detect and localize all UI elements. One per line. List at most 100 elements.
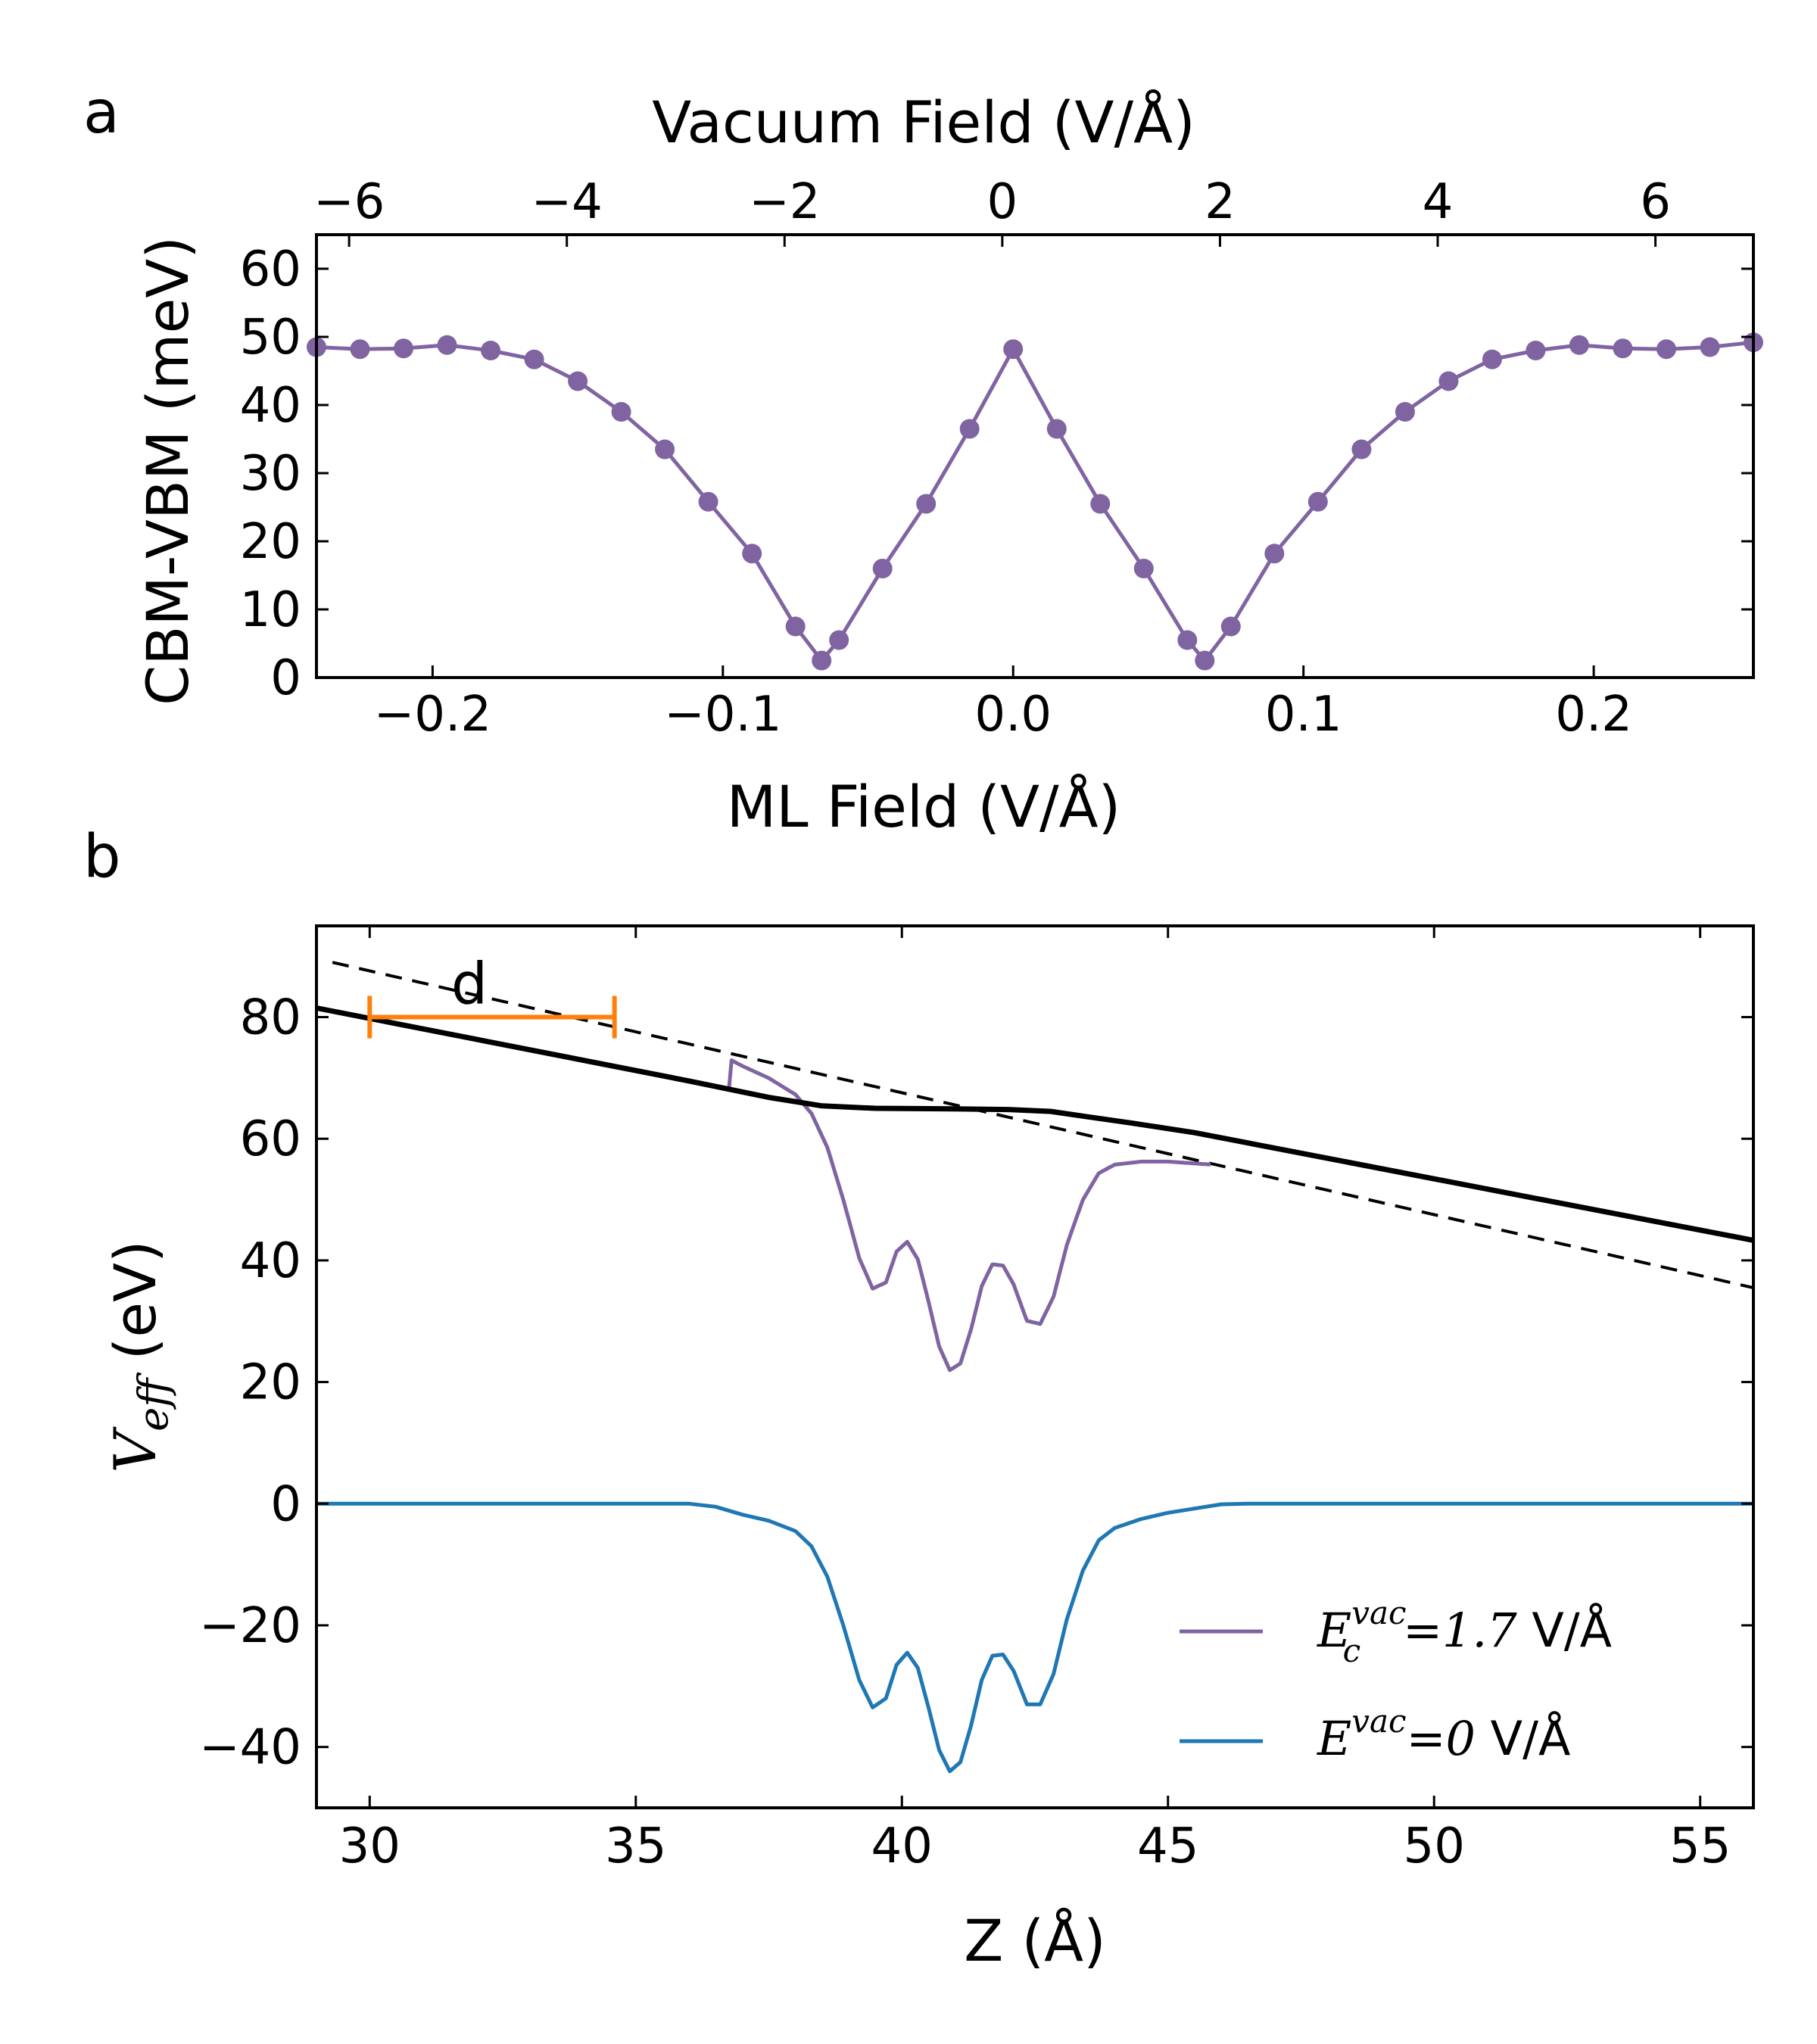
panel-b-x-tick-label: 50 [1404,1818,1465,1874]
panel-a-data-point [1656,339,1676,360]
panel-a-data-point [1700,337,1720,357]
panel-a-data-point [1220,616,1241,637]
panel-a-bottom-tick-label: −0.2 [374,687,491,743]
panel-a-top-tick-label: 0 [987,174,1018,230]
panel-a-y-tick-label: 60 [240,241,301,298]
panel-b-ylabel-symbol: V [101,1426,169,1473]
panel-a-data-point [829,630,849,650]
panel-a-data-point [1177,630,1198,650]
panel-a-data-point [1395,402,1415,422]
panel-a-data-point [1090,494,1111,514]
panel-b-solid-line [316,1005,1754,1243]
panel-a-data-point [1307,491,1328,512]
panel-a-y-tick-label: 50 [240,310,301,366]
panel-b-ticks-group: 30 35 40 45 50 55 −40 −20 0 20 40 60 80 [199,926,1753,1874]
panel-a-data-point [1438,371,1459,391]
panel-b-y-tick-label: 60 [240,1111,301,1167]
panel-a-y-tick-label: 10 [240,582,301,638]
panel-b-ylabel-unit: (eV) [101,1240,169,1378]
legend-purple-main: E [1317,1603,1351,1658]
panel-a-data-point [785,616,806,637]
panel-a-y-tick-label: 0 [270,650,301,706]
panel-a: a Vacuum Field (V/Å) ML Field (V/Å) CBM-… [83,79,1763,840]
panel-a-data-point [1003,339,1024,360]
panel-a-data-point [1569,335,1589,355]
panel-a-top-xlabel: Vacuum Field (V/Å) [652,89,1195,156]
panel-a-series-line [316,340,1754,662]
panel-b-y-tick-label: 40 [240,1233,301,1289]
panel-a-data-point [1351,439,1372,460]
panel-a-bottom-tick-label: 0.0 [974,687,1052,743]
legend-blue-main: E [1317,1711,1351,1766]
panel-a-top-tick-label: 2 [1205,174,1236,230]
panel-a-bottom-xlabel: ML Field (V/Å) [727,773,1121,840]
panel-b-ylabel-subscript: eff [129,1373,177,1432]
panel-a-bottom-tick-label: 0.1 [1265,687,1342,743]
panel-a-top-tick-label: −6 [313,174,385,230]
legend-label-purple: Evac c =1.7 V/Å [1317,1594,1612,1669]
panel-a-data-point [394,338,413,359]
panel-b-series-blue [316,1501,1753,1774]
panel-a-data-point [812,650,832,671]
panel-a-data-point [655,439,675,460]
panel-a-data-point [1133,559,1154,578]
panel-a-y-tick-label: 20 [240,514,301,570]
legend-purple-unit: V/Å [1517,1603,1612,1658]
panel-a-series-group [307,332,1763,671]
panel-a-data-point [481,341,501,360]
panel-b-xlabel: Z (Å) [964,1907,1106,1974]
legend-purple-sub: c [1343,1632,1361,1669]
annotation-d-label: d [451,950,488,1017]
panel-b-dashed-line [332,961,1754,1290]
panel-b-y-tick-label: 20 [240,1355,301,1411]
panel-a-y-tick-label: 40 [240,378,301,434]
panel-a-top-tick-label: −4 [531,174,603,230]
panel-a-top-tick-label: −2 [749,174,820,230]
panel-a-data-point [1482,349,1502,369]
panel-b-annotation-group: d [367,950,617,1039]
panel-a-data-point [611,402,631,422]
panel-a-ylabel: CBM-VBM (meV) [134,236,201,706]
panel-a-label: a [83,79,120,147]
panel-b-y-tick-label: −40 [199,1720,301,1776]
panel-b-series-purple [699,1058,1211,1373]
panel-b-frame [315,924,1755,1809]
panel-a-data-point [698,491,718,512]
panel-a-data-point [350,339,370,360]
panel-b-x-tick-label: 40 [871,1818,933,1874]
panel-a-data-point [742,544,762,564]
legend-purple-sup: vac [1351,1594,1406,1631]
panel-a-data-point [524,349,544,369]
panel-b-ylabel: Veff (eV) [101,1240,177,1472]
legend-blue-rhs: =0 [1407,1711,1476,1766]
panel-a-data-point [1046,419,1067,439]
panel-a-data-point [872,559,893,578]
panel-a-data-point [1613,338,1633,359]
panel-a-data-point [1195,650,1215,671]
panel-b-y-tick-label: −20 [199,1598,301,1654]
panel-a-y-tick-label: 30 [240,446,301,502]
panel-b-legend: Evac c =1.7 V/Å Evac=0 V/Å [1180,1594,1612,1766]
panel-b-label: b [83,823,121,891]
panel-a-data-point [916,494,937,514]
panel-b-x-tick-label: 35 [605,1818,666,1874]
legend-blue-sup: vac [1351,1703,1406,1740]
panel-a-bottom-tick-label: −0.1 [664,687,781,743]
panel-b: b Z (Å) Veff (eV) 30 35 40 45 50 55 −40 −20 0 20 4… [83,823,1755,1974]
panel-b-x-tick-label: 45 [1137,1818,1198,1874]
panel-b-series-group [316,961,1754,1774]
panel-a-bottom-tick-label: 0.2 [1555,687,1632,743]
panel-a-frame [315,233,1755,679]
panel-a-data-point [568,371,588,391]
panel-a-data-point [437,335,457,355]
panel-a-top-tick-label: 4 [1423,174,1454,230]
legend-blue-unit: V/Å [1476,1711,1570,1766]
panel-a-data-point [959,419,980,439]
legend-label-blue: Evac=0 V/Å [1317,1703,1570,1766]
panel-a-data-point [1264,544,1285,564]
panel-b-y-tick-label: 80 [240,990,301,1046]
panel-b-x-tick-label: 55 [1669,1818,1731,1874]
panel-a-top-tick-label: 6 [1640,174,1671,230]
